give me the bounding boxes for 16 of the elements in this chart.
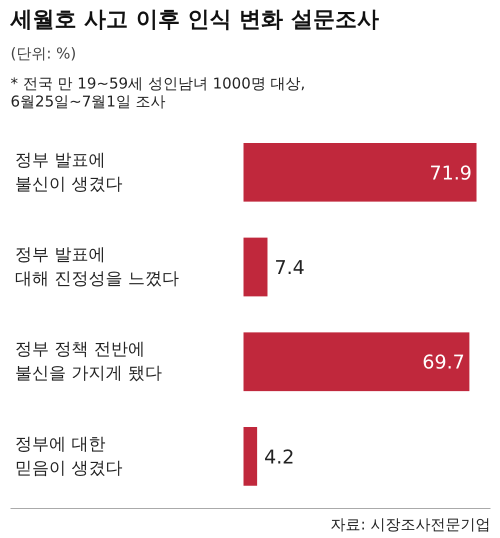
bar <box>244 238 268 296</box>
chart-title: 세월호 사고 이후 인식 변화 설문조사 <box>10 8 379 32</box>
data-label: 7.4 <box>274 257 305 280</box>
bar <box>244 427 258 486</box>
data-label: 4.2 <box>264 446 294 468</box>
text: 자료: 시장조사전문기업 <box>330 516 491 534</box>
y-tick-label: 정부 발표에 불신이 생겼다 <box>15 150 123 194</box>
bar <box>244 332 470 392</box>
text: (단위: %) <box>10 44 76 62</box>
y-tick-label: 정부 정책 전반에 불신을 가지게 됐다 <box>15 340 162 384</box>
data-label: 71.9 <box>430 162 472 184</box>
y-tick-label: 정부 발표에 대해 진정성을 느꼈다 <box>15 245 179 290</box>
bar <box>244 142 477 202</box>
data-label: 69.7 <box>422 352 465 374</box>
text: * 전국 만 19~59세 성인남녀 1000명 대상, 6월25일~7월1일 조사 <box>10 74 306 110</box>
y-tick-label: 정부에 대한 믿음이 생겼다 <box>15 434 123 478</box>
